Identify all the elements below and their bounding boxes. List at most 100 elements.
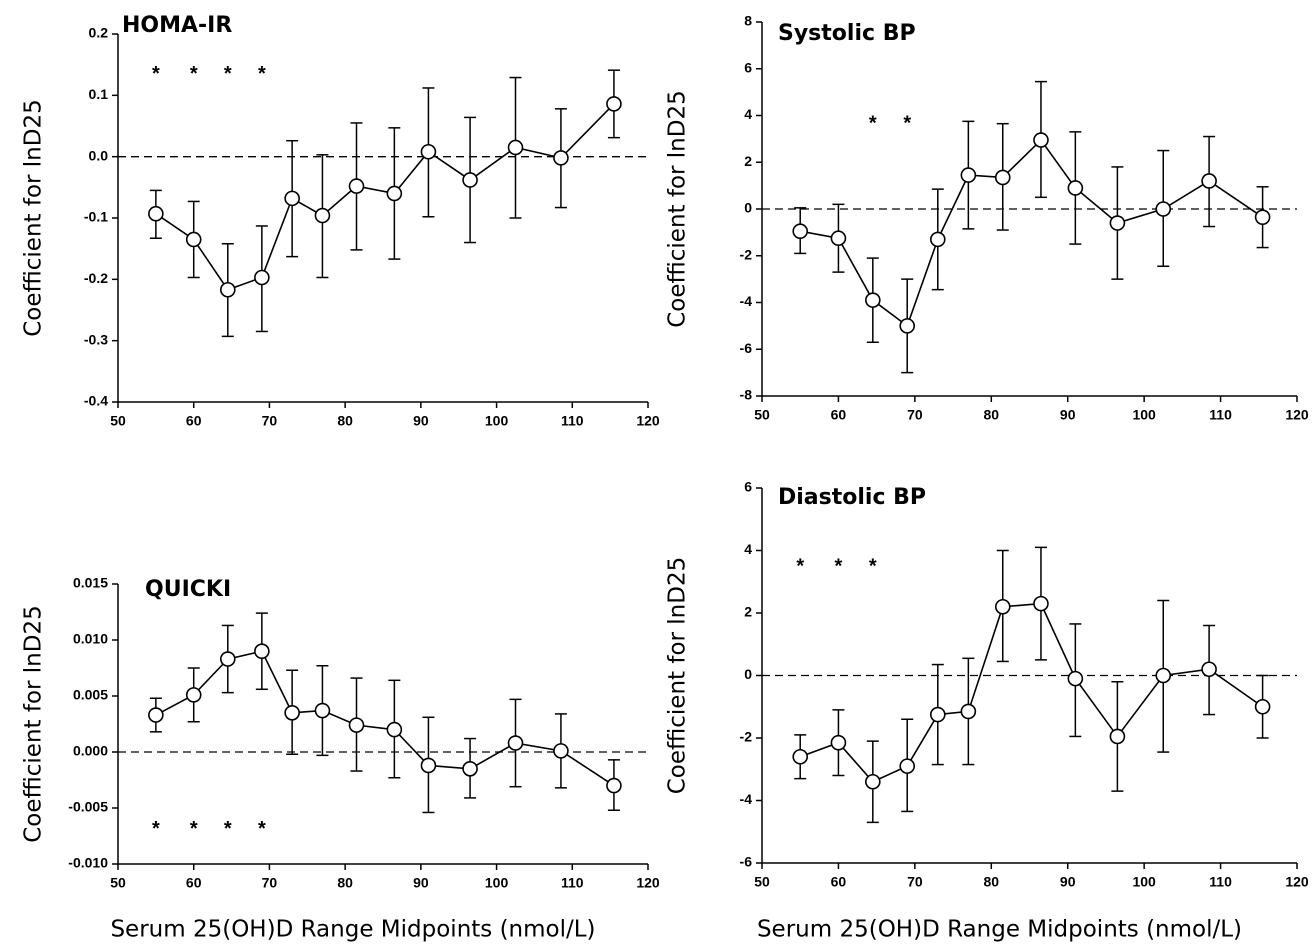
x-tick-label: 70 xyxy=(262,875,278,891)
point xyxy=(1109,728,1126,745)
series-line xyxy=(155,103,615,291)
significance-star: * xyxy=(190,63,198,85)
point xyxy=(348,178,365,194)
x-tick-label: 110 xyxy=(561,413,584,429)
y-tick-label: 2 xyxy=(744,153,752,169)
point xyxy=(284,190,300,207)
point xyxy=(1109,215,1126,231)
significance-star: * xyxy=(903,112,911,134)
x-tick-label: 100 xyxy=(1132,407,1156,423)
point xyxy=(314,702,331,719)
x-tick-label: 70 xyxy=(907,407,923,423)
y-tick-label: -0.3 xyxy=(84,331,108,347)
point xyxy=(148,205,164,222)
x-tick-label: 120 xyxy=(636,875,660,891)
x-tick-label: 120 xyxy=(1285,407,1309,423)
x-tick-label: 80 xyxy=(337,413,353,429)
y-tick-label: 0.0 xyxy=(89,147,109,163)
point xyxy=(1201,173,1217,189)
significance-star: * xyxy=(258,818,266,840)
y-tick-label: 0 xyxy=(744,200,752,216)
x-tick-label: 110 xyxy=(1209,874,1232,890)
y-axis-label: Coefficient for lnD25 xyxy=(665,90,691,328)
significance-star: * xyxy=(869,112,877,134)
x-tick-label: 50 xyxy=(110,413,126,429)
y-tick-label: -0.4 xyxy=(84,393,108,409)
point xyxy=(254,643,270,660)
y-tick-label: 0.005 xyxy=(73,687,108,703)
point xyxy=(507,139,524,156)
point xyxy=(462,760,478,777)
significance-star: * xyxy=(869,555,877,577)
point xyxy=(185,231,202,248)
point xyxy=(792,748,809,765)
x-tick-label: 90 xyxy=(1060,874,1076,890)
significance-star: * xyxy=(152,818,160,840)
y-axis-label: Coefficient for lnD25 xyxy=(21,99,47,337)
point xyxy=(960,167,977,183)
series-line xyxy=(155,650,615,787)
significance-star: * xyxy=(835,555,843,577)
point xyxy=(1254,698,1271,715)
x-tick-label: 110 xyxy=(561,875,584,891)
y-tick-label: -6 xyxy=(740,854,753,870)
y-tick-label: -0.005 xyxy=(68,799,108,815)
x-tick-label: 60 xyxy=(186,875,202,891)
point xyxy=(284,704,300,721)
panel-title: Diastolic BP xyxy=(778,485,926,510)
y-tick-label: 8 xyxy=(744,13,752,29)
panel-title: QUICKI xyxy=(145,577,231,602)
x-tick-label: 50 xyxy=(110,875,126,891)
point xyxy=(830,230,847,247)
y-tick-label: 0 xyxy=(744,666,752,682)
point xyxy=(185,687,202,703)
x-tick-label: 110 xyxy=(1209,407,1232,423)
point xyxy=(420,757,437,774)
x-tick-label: 60 xyxy=(831,407,847,423)
x-tick-label: 90 xyxy=(1060,407,1076,423)
significance-star: * xyxy=(224,63,232,85)
point xyxy=(1155,667,1172,684)
x-tick-label: 60 xyxy=(831,874,847,890)
x-tick-label: 70 xyxy=(262,413,278,429)
x-tick-label: 80 xyxy=(983,874,999,890)
y-tick-label: 0.010 xyxy=(73,631,108,647)
point xyxy=(865,292,881,308)
point xyxy=(929,231,946,248)
point xyxy=(148,707,164,723)
point xyxy=(254,269,270,286)
point xyxy=(314,207,331,224)
point xyxy=(219,281,236,298)
y-tick-label: 0.015 xyxy=(73,575,108,591)
significance-star: * xyxy=(258,63,266,85)
x-tick-label: 80 xyxy=(983,407,999,423)
x-tick-label: 100 xyxy=(485,875,509,891)
panel-title: HOMA-IR xyxy=(122,13,232,38)
series-line xyxy=(799,602,1264,783)
y-tick-label: 0.1 xyxy=(89,86,109,102)
significance-star: * xyxy=(796,555,804,577)
point xyxy=(1033,132,1049,148)
x-tick-label: 90 xyxy=(413,413,429,429)
point xyxy=(899,758,916,774)
significance-star: * xyxy=(152,63,160,85)
y-tick-label: 2 xyxy=(744,604,752,620)
y-tick-label: 0.000 xyxy=(73,743,108,759)
point xyxy=(830,734,847,751)
x-tick-label: 60 xyxy=(186,413,202,429)
point xyxy=(994,598,1011,615)
point xyxy=(348,717,365,733)
y-tick-label: -4 xyxy=(740,791,753,807)
x-tick-label: 50 xyxy=(754,874,770,890)
y-tick-label: -8 xyxy=(740,387,753,403)
point xyxy=(420,143,437,160)
point xyxy=(386,185,403,202)
significance-star: * xyxy=(190,818,198,840)
y-tick-label: -2 xyxy=(740,729,753,745)
y-axis-label: Coefficient for lnD25 xyxy=(665,557,691,795)
point xyxy=(792,223,809,240)
point xyxy=(219,651,236,667)
point xyxy=(386,721,403,738)
x-tick-label: 120 xyxy=(636,413,660,429)
